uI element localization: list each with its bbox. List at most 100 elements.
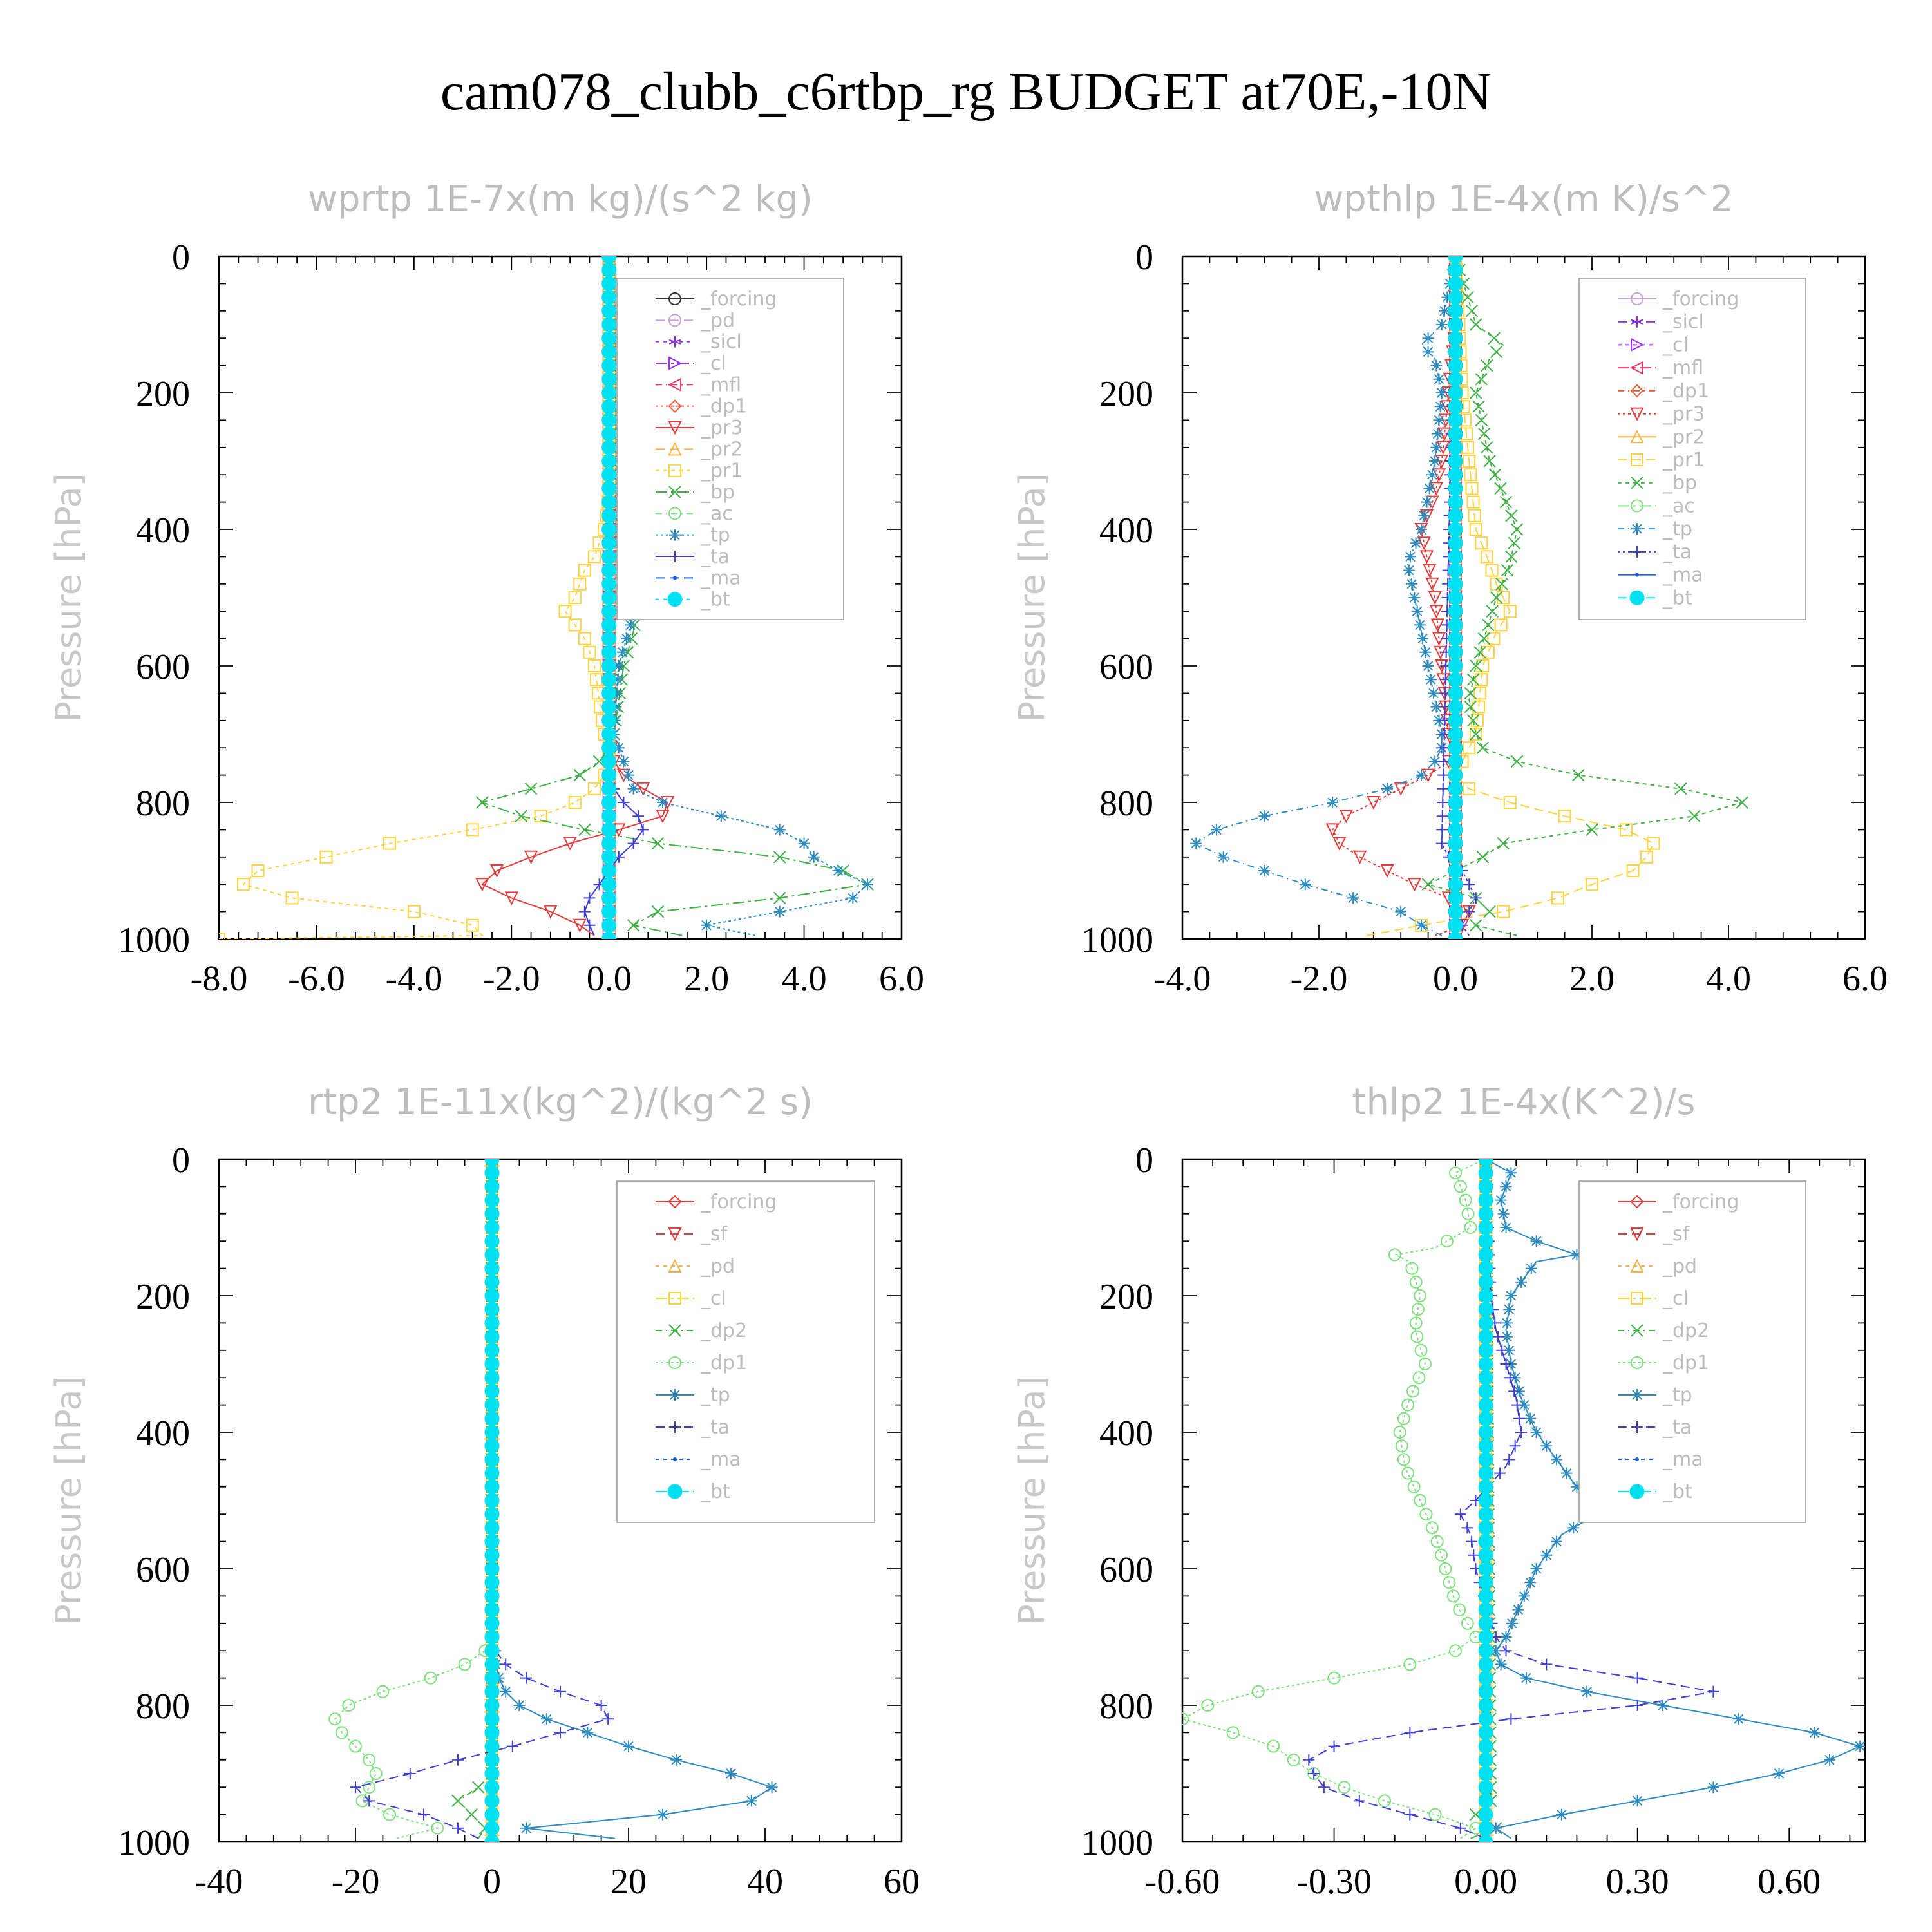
data-point bbox=[601, 290, 617, 305]
data-point bbox=[1448, 836, 1463, 851]
series-ta bbox=[350, 1159, 614, 1839]
data-point bbox=[601, 753, 617, 769]
data-point bbox=[1478, 1466, 1493, 1481]
data-point bbox=[1470, 386, 1482, 399]
legend-entry: _sicl bbox=[656, 331, 742, 354]
data-point bbox=[1448, 358, 1463, 374]
data-point bbox=[1461, 1616, 1474, 1630]
legend-entry: _mfl bbox=[1618, 357, 1703, 379]
data-point bbox=[1494, 1467, 1506, 1479]
data-point bbox=[285, 891, 299, 905]
legend-label: _forcing bbox=[1662, 1191, 1739, 1213]
data-point bbox=[484, 1671, 500, 1686]
legend-entry: _forcing bbox=[656, 1191, 777, 1213]
legend-label: _dp1 bbox=[700, 395, 747, 418]
data-point bbox=[1332, 837, 1347, 851]
data-point bbox=[1448, 467, 1463, 482]
data-point bbox=[236, 878, 250, 891]
data-point bbox=[484, 1629, 500, 1645]
data-point bbox=[1448, 256, 1463, 264]
data-point bbox=[1429, 605, 1443, 619]
y-tick-label: 400 bbox=[136, 1414, 190, 1454]
data-point bbox=[1494, 482, 1507, 495]
data-point bbox=[1438, 742, 1450, 754]
data-point bbox=[484, 1452, 500, 1467]
data-point bbox=[1448, 372, 1463, 387]
data-point bbox=[484, 1616, 500, 1631]
data-point bbox=[616, 646, 629, 658]
data-point bbox=[484, 1807, 500, 1823]
legend-entry: _dp2 bbox=[1618, 1320, 1709, 1342]
data-point bbox=[1423, 482, 1435, 495]
legend-box bbox=[1578, 278, 1806, 620]
legend-marker bbox=[667, 592, 683, 607]
data-point bbox=[623, 769, 634, 781]
data-point bbox=[1408, 592, 1421, 603]
data-point bbox=[1555, 1808, 1567, 1821]
data-point bbox=[1405, 1262, 1419, 1275]
data-point bbox=[1478, 1602, 1493, 1618]
legend-label: _mfl bbox=[700, 374, 741, 396]
data-point bbox=[1449, 1644, 1462, 1658]
legend-label: _ta bbox=[1662, 1416, 1692, 1439]
data-point bbox=[1395, 905, 1407, 918]
data-point bbox=[1470, 892, 1482, 904]
data-point bbox=[1500, 1358, 1512, 1370]
data-point bbox=[588, 550, 601, 564]
data-point bbox=[1478, 1274, 1493, 1290]
y-tick-label: 400 bbox=[1099, 1414, 1153, 1454]
data-point bbox=[1448, 317, 1463, 332]
data-point bbox=[1490, 1645, 1502, 1657]
legend-box bbox=[1578, 1180, 1806, 1523]
data-point bbox=[1501, 1331, 1513, 1343]
data-point bbox=[773, 905, 786, 918]
data-point bbox=[484, 1643, 500, 1658]
data-point bbox=[601, 849, 617, 865]
x-tick-label: 0.0 bbox=[587, 959, 632, 999]
data-point bbox=[1530, 1235, 1542, 1247]
data-point bbox=[1473, 646, 1486, 659]
x-tick-label: 0 bbox=[483, 1862, 501, 1902]
legend-entry: _sf bbox=[1618, 1223, 1690, 1245]
y-axis-label: Pressure [hPa] bbox=[48, 1376, 89, 1625]
data-point bbox=[627, 919, 640, 932]
data-point bbox=[534, 810, 547, 823]
data-point bbox=[484, 1466, 500, 1481]
data-point bbox=[1707, 1781, 1719, 1794]
series-bp bbox=[1421, 256, 1748, 936]
x-tick-label: 60 bbox=[884, 1862, 920, 1902]
data-point bbox=[601, 713, 617, 728]
y-tick-label: 800 bbox=[1099, 784, 1153, 824]
legend-entry: _dp1 bbox=[656, 395, 747, 418]
data-point bbox=[1518, 1590, 1530, 1602]
data-point bbox=[1461, 1522, 1473, 1534]
legend-label: _tp bbox=[700, 524, 730, 547]
data-point bbox=[578, 905, 591, 918]
data-point bbox=[475, 878, 489, 892]
data-point bbox=[1339, 810, 1354, 824]
data-point bbox=[1488, 468, 1502, 481]
y-tick-label: 0 bbox=[172, 238, 190, 278]
data-point bbox=[1437, 797, 1449, 808]
data-point bbox=[1448, 876, 1463, 892]
data-point bbox=[1404, 1727, 1416, 1739]
legend-label: _pr2 bbox=[1662, 426, 1705, 448]
y-axis-label: Pressure [hPa] bbox=[48, 473, 89, 722]
legend-marker bbox=[668, 1356, 681, 1369]
legend-marker bbox=[1629, 1484, 1645, 1499]
data-point bbox=[1540, 1549, 1553, 1561]
data-point bbox=[1448, 563, 1463, 578]
data-point bbox=[1463, 905, 1475, 918]
data-point bbox=[489, 864, 504, 878]
data-point bbox=[484, 1329, 500, 1345]
data-point bbox=[1318, 1781, 1330, 1794]
data-point bbox=[484, 1766, 500, 1781]
data-point bbox=[1472, 400, 1485, 413]
data-point bbox=[1251, 1685, 1265, 1698]
data-point bbox=[602, 1713, 614, 1725]
data-point bbox=[1422, 332, 1434, 345]
data-point bbox=[651, 905, 665, 918]
legend-entry: _tp bbox=[1618, 518, 1692, 540]
data-point bbox=[319, 850, 333, 864]
data-point bbox=[484, 1834, 500, 1842]
